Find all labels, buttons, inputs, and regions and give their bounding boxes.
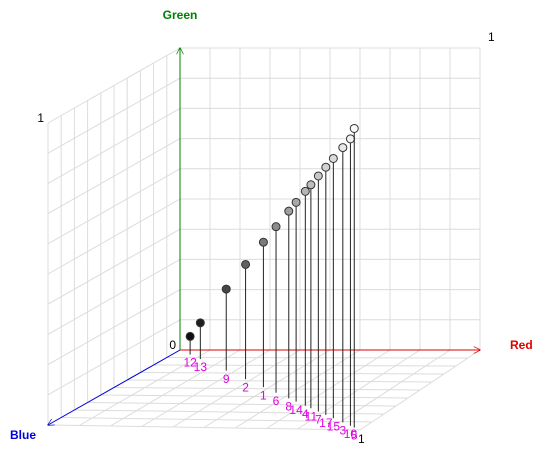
point <box>284 206 294 216</box>
tick-label: 1 <box>358 432 365 446</box>
point <box>241 259 251 269</box>
point <box>338 143 348 153</box>
point-label: 6 <box>273 394 280 408</box>
point-label: 11 <box>305 409 318 423</box>
point <box>306 180 316 190</box>
grid-line <box>47 198 181 275</box>
point-label: 5 <box>351 429 358 443</box>
point-label: 7 <box>315 413 322 427</box>
point-label: 4 <box>302 407 309 421</box>
point-label: 10 <box>344 427 358 441</box>
grid-line <box>87 402 397 407</box>
point <box>349 123 359 133</box>
point-label: 12 <box>183 356 197 370</box>
grid-line <box>74 409 385 415</box>
point-label: 1 <box>260 388 267 402</box>
point <box>185 331 195 341</box>
grid-line <box>328 349 451 430</box>
axis-title: Blue <box>10 428 36 442</box>
point <box>258 237 268 247</box>
point-label: 3 <box>339 424 346 438</box>
tick-label: 1 <box>488 30 495 44</box>
grid-line <box>359 349 481 431</box>
grid-line <box>47 168 181 245</box>
grid-line <box>61 417 373 423</box>
point-label: 15 <box>327 419 341 433</box>
axis-title: Green <box>163 8 198 22</box>
grid-line <box>47 138 181 215</box>
grid-line <box>234 349 361 429</box>
point <box>291 197 301 207</box>
point <box>271 222 281 232</box>
point <box>195 318 205 328</box>
point <box>321 162 331 172</box>
point <box>221 284 231 294</box>
point <box>313 171 323 181</box>
point-label: 17 <box>319 416 333 430</box>
point-label: 9 <box>223 372 230 386</box>
point-label: 8 <box>285 400 292 414</box>
grid-line <box>47 107 181 184</box>
point <box>345 134 355 144</box>
grid-line <box>47 424 361 431</box>
grid-line <box>47 77 181 154</box>
tick-label: 0 <box>169 338 176 352</box>
point-label: 2 <box>242 380 249 394</box>
grid-line <box>297 349 421 430</box>
point-label: 13 <box>194 360 208 374</box>
grid-line <box>100 394 409 399</box>
point <box>328 153 338 163</box>
grid-line <box>266 349 391 429</box>
tick-label: 1 <box>37 111 44 125</box>
blue-axis <box>48 349 181 425</box>
axis-title: Red <box>510 338 533 352</box>
point <box>300 186 310 196</box>
point-label: 14 <box>289 403 303 417</box>
grid-line <box>47 47 181 124</box>
grid-line <box>113 387 421 391</box>
